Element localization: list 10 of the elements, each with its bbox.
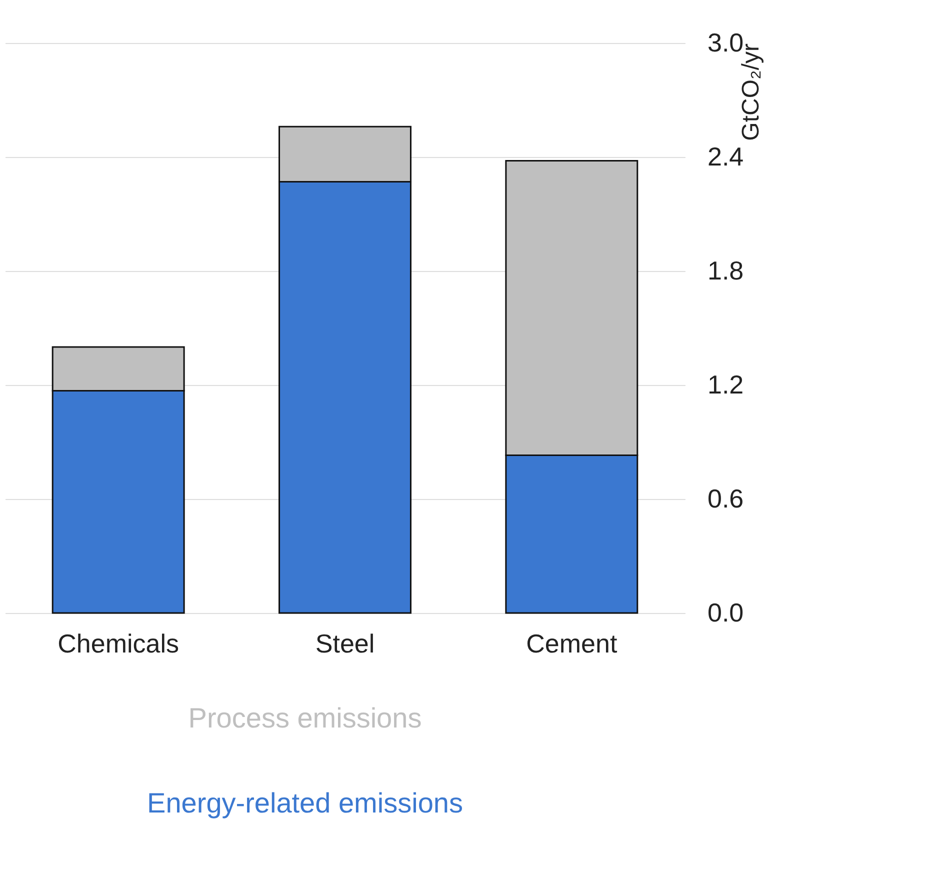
y-tick-label: 2.4 — [708, 142, 744, 172]
y-tick-label: 0.6 — [708, 484, 744, 514]
y-tick-label: 1.8 — [708, 256, 744, 286]
y-tick-label: 1.2 — [708, 370, 744, 400]
x-tick-label: Steel — [315, 628, 375, 658]
text: Process emissions — [188, 702, 422, 734]
y-tick-label: 0.0 — [708, 598, 744, 628]
x-tick-label: Cement — [526, 628, 618, 658]
x-tick-label: Chemicals — [58, 628, 180, 658]
text: Energy-related emissions — [147, 788, 463, 818]
